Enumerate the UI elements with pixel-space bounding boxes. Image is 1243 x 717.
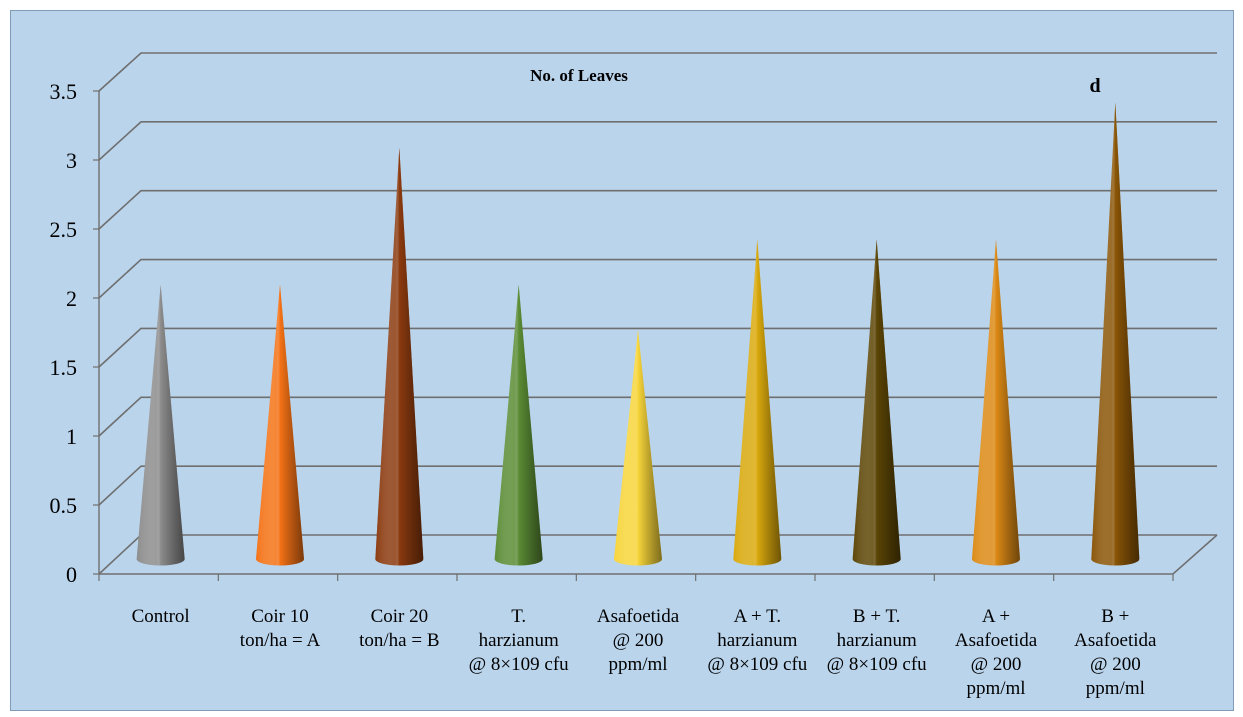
x-tick-label: B + Asafoetida @ 200 ppm/ml: [1074, 606, 1157, 699]
y-tick-label: 3: [66, 148, 77, 173]
cone-shading: [1091, 102, 1140, 566]
y-tick-label: 2: [66, 286, 77, 311]
cone-bar: [375, 147, 424, 566]
cones: [136, 102, 1140, 566]
x-tick-label: A + T. harzianum @ 8×109 cfu: [707, 606, 807, 675]
cone-bar: [852, 239, 901, 566]
gridlines: [98, 52, 1217, 575]
cone-shading: [136, 284, 185, 566]
gridline: [98, 52, 1217, 92]
y-tick-label: 1.5: [50, 355, 78, 380]
y-tick-label: 1: [66, 424, 77, 449]
cone-shading: [494, 284, 543, 566]
x-tick-label: Control: [132, 606, 190, 627]
cone-bar: [733, 239, 782, 566]
gridline: [98, 258, 1217, 299]
gridline: [98, 396, 1217, 437]
cone-bar: [972, 239, 1020, 566]
y-tick-label: 0: [66, 562, 77, 587]
chart-title: No. of Leaves: [530, 66, 628, 85]
chart-frame: 0 0.5 1 1.5 2 2.5 3 3.5 Control Coir 10 ton/ha = A…: [10, 10, 1234, 711]
gridline: [98, 327, 1217, 368]
cone-shading: [375, 147, 424, 566]
cone-shading: [972, 239, 1020, 566]
x-tick-label: Asafoetida @ 200 ppm/ml: [597, 606, 680, 675]
x-tick-label: Coir 10 ton/ha = A: [240, 606, 321, 651]
cone-bar: [614, 329, 662, 566]
x-tick-label: Coir 20 ton/ha = B: [359, 606, 439, 651]
cone-shading: [614, 329, 662, 566]
x-tick-label: T. harzianum @ 8×109 cfu: [469, 606, 569, 675]
y-tick-label: 0.5: [50, 493, 78, 518]
cone-bar: [136, 284, 185, 566]
y-tick-label: 2.5: [50, 217, 78, 242]
x-tick-label: A + Asafoetida @ 200 ppm/ml: [955, 606, 1038, 699]
cone-shading: [852, 239, 901, 566]
labels: 0 0.5 1 1.5 2 2.5 3 3.5 Control Coir 10 ton/ha = A…: [50, 79, 1158, 699]
axes: [93, 90, 1218, 581]
gridline: [98, 189, 1217, 230]
cone-shading: [256, 284, 304, 566]
cone-shading: [733, 239, 782, 566]
x-tick-label: B + T. harzianum @ 8×109 cfu: [827, 606, 927, 675]
annotation-label: d: [1089, 75, 1100, 97]
gridline: [98, 121, 1217, 161]
y-tick-label: 3.5: [50, 79, 78, 104]
gridline: [98, 465, 1217, 506]
cone-bar: [1091, 102, 1140, 566]
cone-bar: [494, 284, 543, 566]
cone-bar: [256, 284, 304, 566]
cone-chart: 0 0.5 1 1.5 2 2.5 3 3.5 Control Coir 10 ton/ha = A…: [50, 52, 1218, 699]
